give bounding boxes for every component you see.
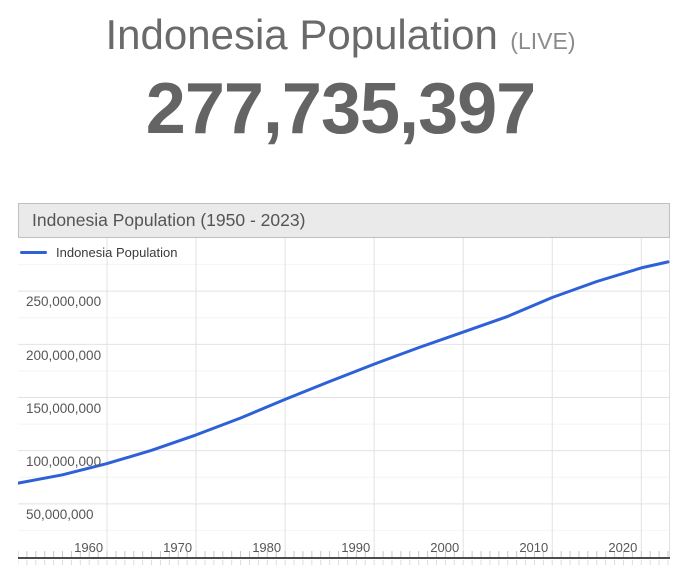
x-axis-label: 1970 [163, 540, 193, 556]
y-axis-label: 100,000,000 [26, 453, 102, 469]
page-title-text: Indonesia Population [105, 11, 498, 58]
y-axis-label: 200,000,000 [26, 347, 102, 363]
population-line-chart [18, 238, 670, 566]
chart-header: Indonesia Population (1950 - 2023) [18, 203, 670, 239]
live-label: (LIVE) [510, 28, 576, 54]
y-axis-label: 150,000,000 [26, 400, 102, 416]
page-title: Indonesia Population (LIVE) [0, 0, 681, 59]
x-axis-label: 1960 [74, 540, 104, 556]
y-axis-label: 250,000,000 [26, 294, 102, 310]
x-axis-label: 1980 [252, 540, 282, 556]
population-line[interactable] [18, 260, 670, 485]
legend: Indonesia Population [20, 245, 177, 260]
x-axis-label: 1990 [341, 540, 371, 556]
x-axis-label: 2000 [430, 540, 460, 556]
legend-label: Indonesia Population [56, 245, 178, 261]
x-axis-label: 2010 [519, 540, 549, 556]
y-axis-label: 50,000,000 [26, 507, 94, 523]
chart-title: Indonesia Population (1950 - 2023) [32, 210, 306, 231]
legend-line-swatch [20, 251, 47, 255]
chart-plot-area[interactable]: Indonesia Population 50,000,000 100,000,0… [18, 238, 670, 568]
population-counter: 277,735,397 [145, 69, 536, 150]
x-axis-label: 2020 [608, 540, 638, 556]
chart-card: Indonesia Population (1950 - 2023) Indon… [18, 203, 670, 568]
